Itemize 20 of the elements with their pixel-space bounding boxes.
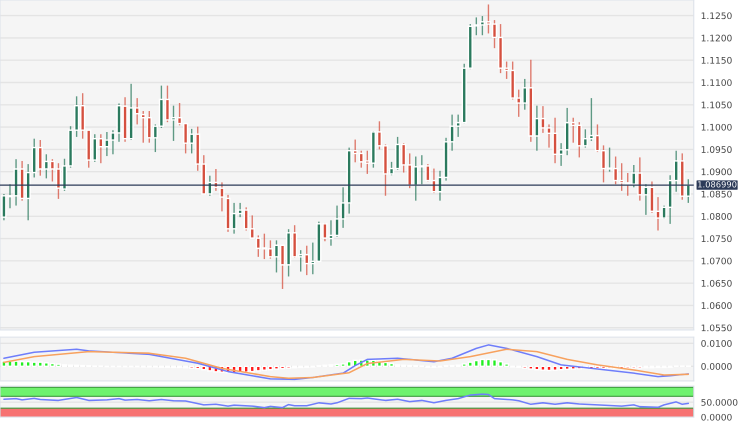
y-tick-label: 1.0950 (702, 146, 732, 153)
y-tick-label: 50.0000 (701, 398, 738, 406)
y-tick-label: 1.0900 (702, 168, 732, 176)
y-tick-label: 1.0700 (702, 258, 732, 264)
y-tick-label: 1.1200 (702, 34, 732, 42)
ref-line-label: 1.086990 (698, 181, 736, 188)
y-tick-label: 1.0650 (702, 280, 732, 287)
y-tick-label: 1.0600 (702, 302, 732, 310)
y-tick-label: 1.1000 (702, 124, 732, 131)
y-tick-label: 0.0000 (701, 414, 732, 421)
y-tick-label: 1.0550 (702, 324, 732, 332)
y-tick-label: 1.0850 (702, 190, 732, 198)
y-tick-label: 1.1150 (702, 56, 732, 64)
y-tick-label: 1.0800 (702, 213, 732, 220)
y-tick-label: 1.0750 (702, 235, 732, 242)
y-tick-label: 0.0100 (701, 340, 732, 347)
y-tick-label: 1.1050 (702, 102, 732, 108)
y-tick-label: 1.1100 (702, 79, 732, 86)
y-tick-label: 0.0000 (701, 363, 732, 370)
y-tick-label: 1.1250 (702, 12, 732, 20)
